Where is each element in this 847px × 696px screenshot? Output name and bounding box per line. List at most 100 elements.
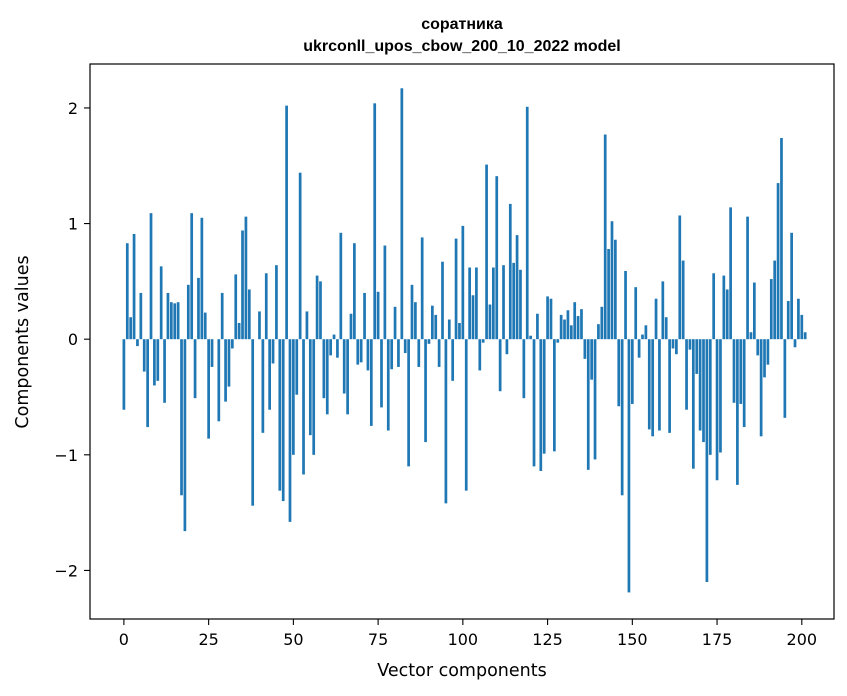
bar <box>729 207 732 340</box>
bar <box>325 339 329 415</box>
bar <box>590 339 593 380</box>
bar <box>176 302 180 340</box>
bar <box>654 298 658 340</box>
bar <box>464 339 468 491</box>
bar <box>641 334 644 340</box>
bar <box>193 339 197 399</box>
bar <box>803 332 807 340</box>
bar <box>769 279 773 340</box>
bar <box>515 235 519 340</box>
bar <box>658 339 661 431</box>
bar <box>441 261 444 340</box>
bar <box>308 339 312 436</box>
y-tick-label: 1 <box>68 215 78 234</box>
axes-group <box>89 63 835 620</box>
bar <box>349 313 353 340</box>
bar <box>353 243 356 340</box>
bar <box>736 339 739 485</box>
y-tick-label: −1 <box>54 446 78 465</box>
bar <box>153 339 156 386</box>
bar <box>397 339 400 367</box>
bar <box>122 339 126 410</box>
bar <box>756 339 760 356</box>
bar <box>471 295 475 340</box>
bar <box>356 339 360 365</box>
bar <box>797 298 800 340</box>
bar <box>159 266 163 340</box>
bar <box>800 314 804 340</box>
bar <box>580 309 583 340</box>
bar <box>264 273 268 340</box>
chart-titles: соратника ukrconll_upos_cbow_200_10_2022… <box>303 16 620 55</box>
x-tick-label: 50 <box>283 630 303 649</box>
bar <box>319 281 322 340</box>
bar <box>156 339 160 381</box>
bar <box>776 183 780 340</box>
bar <box>454 238 458 340</box>
bar <box>512 262 516 340</box>
bar <box>430 305 434 340</box>
bar <box>569 325 573 340</box>
bar <box>681 260 685 340</box>
bar <box>420 237 424 340</box>
bar <box>220 292 224 340</box>
bar <box>312 339 316 455</box>
x-tick-label: 100 <box>448 630 479 649</box>
bar <box>525 106 529 340</box>
bar <box>597 324 600 340</box>
chart-subtitle: ukrconll_upos_cbow_200_10_2022 model <box>303 38 620 55</box>
bar <box>444 339 448 504</box>
bar <box>478 339 482 371</box>
x-tick-label: 0 <box>119 630 129 649</box>
bar <box>339 232 343 340</box>
bar <box>288 339 292 522</box>
bar <box>403 339 407 354</box>
bar <box>630 339 634 404</box>
bar <box>417 339 421 367</box>
bar <box>434 314 438 340</box>
bar <box>749 332 753 340</box>
bar <box>522 339 526 399</box>
bar <box>644 325 648 340</box>
bar <box>200 217 204 340</box>
bar <box>261 339 265 433</box>
bar <box>376 291 380 340</box>
x-axis-label: Vector components <box>377 661 546 681</box>
bar <box>647 339 651 430</box>
x-tick-label: 175 <box>702 630 733 649</box>
bar <box>634 287 638 340</box>
bar <box>166 292 170 340</box>
y-axis-label: Components values <box>13 255 33 428</box>
bar <box>383 245 387 340</box>
bar <box>708 339 712 455</box>
bar <box>739 339 743 404</box>
bar <box>573 302 577 340</box>
bar <box>542 339 546 454</box>
y-tick-label: 0 <box>68 330 78 349</box>
bar <box>790 232 793 340</box>
bar <box>268 339 271 410</box>
y-axis-ticks: −2 −1 0 1 2 <box>54 99 90 580</box>
bar <box>451 339 455 381</box>
bar <box>390 339 394 370</box>
bar <box>725 289 729 340</box>
bar <box>705 339 709 582</box>
bar <box>292 339 295 455</box>
x-tick-label: 25 <box>198 630 218 649</box>
bar <box>329 339 333 356</box>
bar <box>149 213 153 340</box>
bar <box>363 292 366 340</box>
bar <box>410 284 414 340</box>
bar <box>400 88 404 340</box>
bar <box>498 339 502 392</box>
bar <box>125 243 129 340</box>
bar <box>146 339 149 428</box>
bar <box>546 296 549 340</box>
bar <box>783 339 787 418</box>
bar <box>549 298 553 340</box>
x-tick-label: 125 <box>532 630 563 649</box>
bar <box>247 289 251 340</box>
bar <box>275 265 278 340</box>
bar <box>793 339 797 348</box>
bar <box>688 339 692 350</box>
